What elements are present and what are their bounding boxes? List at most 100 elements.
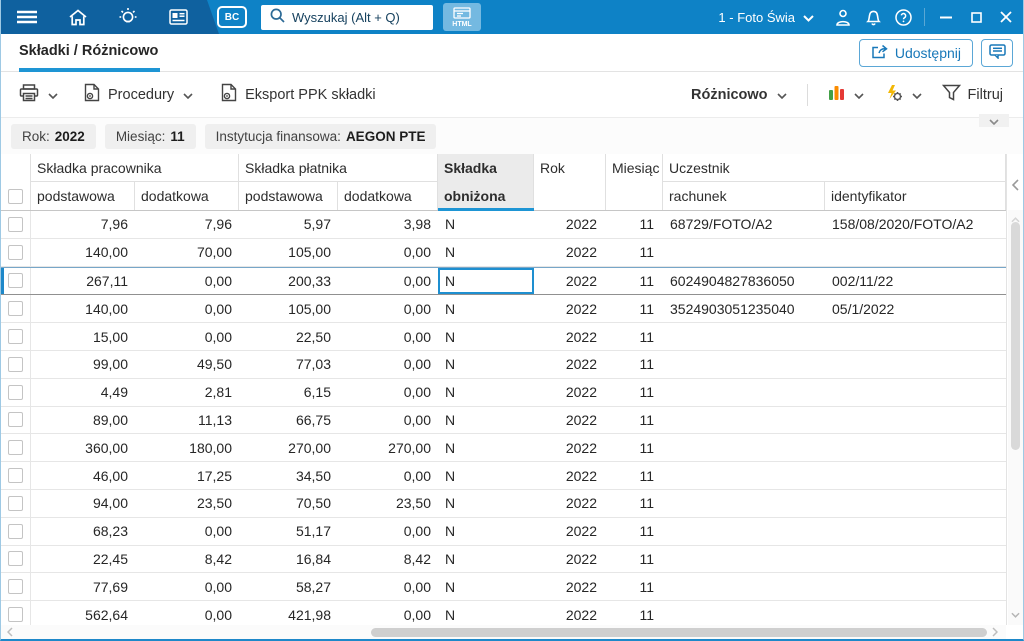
cell-employee-basic[interactable]: 94,00 (92, 495, 128, 512)
cell-payer-additional[interactable]: 0,00 (403, 606, 431, 623)
vertical-scrollbar[interactable] (1008, 210, 1023, 625)
cell-month[interactable]: 11 (639, 578, 654, 595)
row-checkbox[interactable] (8, 301, 23, 317)
row-checkbox[interactable] (8, 412, 23, 428)
cell-identifier[interactable]: 002/11/22 (832, 272, 894, 289)
cell-reduced[interactable]: N (445, 439, 456, 456)
cell-employee-additional[interactable]: 11,13 (198, 411, 232, 428)
filter-chip[interactable]: Rok: 2022 (11, 123, 96, 149)
header-employee-additional[interactable]: dodatkowa (135, 182, 239, 210)
table-row[interactable]: 360,00 180,00 270,00 270,00 N 2022 11 (1, 434, 1006, 463)
cell-payer-basic[interactable]: 51,17 (295, 523, 331, 540)
row-checkbox[interactable] (8, 273, 23, 289)
home-button[interactable] (53, 0, 103, 34)
header-identifier[interactable]: identyfikator (825, 182, 1006, 210)
cell-employee-basic[interactable]: 7,96 (100, 216, 128, 233)
cell-payer-basic[interactable]: 22,50 (295, 328, 331, 345)
cell-account[interactable]: 68729/FOTO/A2 (670, 216, 773, 233)
cell-month[interactable]: 11 (639, 411, 654, 428)
cell-payer-basic[interactable]: 105,00 (288, 300, 331, 317)
row-checkbox[interactable] (8, 551, 23, 567)
cell-account[interactable] (663, 490, 825, 517)
cell-payer-additional[interactable]: 0,00 (403, 244, 431, 261)
cell-account[interactable] (663, 323, 825, 350)
header-reduced-line2[interactable]: obniżona (438, 182, 534, 210)
cell-reduced[interactable]: N (445, 495, 456, 512)
procedures-button[interactable]: Procedury (76, 79, 201, 111)
cell-employee-basic[interactable]: 267,11 (86, 272, 128, 289)
cell-year[interactable]: 2022 (565, 272, 597, 289)
header-payer-basic[interactable]: podstawowa (239, 182, 338, 210)
row-checkbox[interactable] (8, 244, 23, 260)
cell-year[interactable]: 2022 (565, 216, 597, 233)
cell-employee-additional[interactable]: 0,00 (204, 606, 232, 623)
header-group-payer[interactable]: Składka płatnika (239, 154, 438, 182)
cell-month[interactable]: 11 (639, 384, 654, 401)
cell-identifier[interactable] (825, 434, 1006, 461)
header-group-employee[interactable]: Składka pracownika (31, 154, 239, 182)
table-row[interactable]: 68,23 0,00 51,17 0,00 N 2022 11 (1, 517, 1006, 546)
cell-reduced[interactable]: N (445, 216, 456, 233)
cell-payer-additional[interactable]: 0,00 (403, 578, 431, 595)
cell-identifier[interactable] (825, 462, 1006, 489)
collapse-pane-button[interactable] (1007, 178, 1023, 196)
filter-chip[interactable]: Miesiąc: 11 (104, 123, 196, 149)
row-checkbox[interactable] (8, 495, 23, 511)
row-checkbox[interactable] (8, 384, 23, 400)
cell-identifier[interactable] (825, 407, 1006, 434)
cell-account[interactable] (663, 379, 825, 406)
cell-account[interactable] (663, 518, 825, 545)
cell-year[interactable]: 2022 (565, 578, 597, 595)
filter-button[interactable]: Filtruj (934, 79, 1011, 111)
row-checkbox[interactable] (8, 440, 23, 456)
cell-account[interactable] (663, 239, 825, 266)
horizontal-scroll-thumb[interactable] (371, 628, 987, 637)
minimize-button[interactable] (931, 0, 961, 34)
cell-employee-basic[interactable]: 140,00 (85, 300, 128, 317)
row-checkbox[interactable] (8, 216, 23, 232)
cell-payer-basic[interactable]: 77,03 (295, 356, 331, 373)
bc-icon[interactable]: BC (217, 6, 247, 28)
cell-month[interactable]: 11 (639, 495, 654, 512)
search-input[interactable]: Wyszukaj (Alt + Q) (261, 4, 433, 30)
cell-employee-additional[interactable]: 180,00 (189, 439, 232, 456)
cell-month[interactable]: 11 (639, 216, 654, 233)
cell-employee-additional[interactable]: 0,00 (204, 523, 232, 540)
cell-payer-basic[interactable]: 5,97 (303, 216, 331, 233)
notifications-button[interactable] (858, 0, 888, 34)
cell-account[interactable] (663, 434, 825, 461)
user-button[interactable] (828, 0, 858, 34)
cell-employee-additional[interactable]: 0,00 (204, 300, 232, 317)
cell-employee-basic[interactable]: 140,00 (85, 244, 128, 261)
cell-identifier[interactable]: 158/08/2020/FOTO/A2 (832, 216, 974, 233)
cell-month[interactable]: 11 (639, 439, 654, 456)
cell-reduced[interactable]: N (445, 578, 456, 595)
header-account[interactable]: rachunek (663, 182, 825, 210)
cell-payer-additional[interactable]: 0,00 (403, 411, 431, 428)
cell-payer-basic[interactable]: 16,84 (295, 550, 331, 567)
cell-identifier[interactable] (825, 546, 1006, 573)
cell-account[interactable] (663, 573, 825, 600)
help-button[interactable] (888, 0, 918, 34)
cell-year[interactable]: 2022 (565, 467, 597, 484)
cell-month[interactable]: 11 (639, 467, 654, 484)
cell-employee-basic[interactable]: 68,23 (92, 523, 128, 540)
maximize-button[interactable] (961, 0, 991, 34)
cell-payer-additional[interactable]: 0,00 (403, 300, 431, 317)
cell-employee-additional[interactable]: 7,96 (204, 216, 232, 233)
cell-payer-additional[interactable]: 0,00 (403, 356, 431, 373)
cell-employee-additional[interactable]: 49,50 (196, 356, 232, 373)
table-row[interactable]: 140,00 0,00 105,00 0,00 N 2022 11 3524903051235… (1, 295, 1006, 324)
cell-month[interactable]: 11 (639, 300, 654, 317)
cell-year[interactable]: 2022 (565, 411, 597, 428)
filter-chip[interactable]: Instytucja finansowa: AEGON PTE (204, 123, 437, 149)
cell-payer-additional[interactable]: 0,00 (403, 384, 431, 401)
row-checkbox[interactable] (8, 523, 23, 539)
cell-account[interactable] (663, 351, 825, 378)
cell-identifier[interactable] (825, 379, 1006, 406)
cell-payer-basic[interactable]: 6,15 (303, 384, 331, 401)
comments-button[interactable] (981, 38, 1013, 67)
cell-identifier[interactable] (825, 490, 1006, 517)
header-employee-basic[interactable]: podstawowa (31, 182, 135, 210)
cell-identifier[interactable] (825, 518, 1006, 545)
